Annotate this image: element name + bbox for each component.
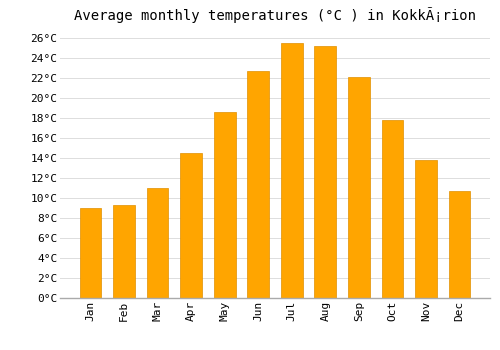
Bar <box>348 77 370 298</box>
Bar <box>248 71 269 298</box>
Bar <box>448 191 470 298</box>
Bar <box>314 46 336 298</box>
Bar <box>146 188 169 298</box>
Bar <box>214 112 236 298</box>
Bar <box>382 120 404 298</box>
Bar <box>180 153 202 298</box>
Bar <box>281 43 302 298</box>
Bar <box>415 160 437 298</box>
Bar <box>113 205 135 298</box>
Bar <box>80 208 102 298</box>
Title: Average monthly temperatures (°C ) in KokkÃ¡rion: Average monthly temperatures (°C ) in Ko… <box>74 7 476 23</box>
